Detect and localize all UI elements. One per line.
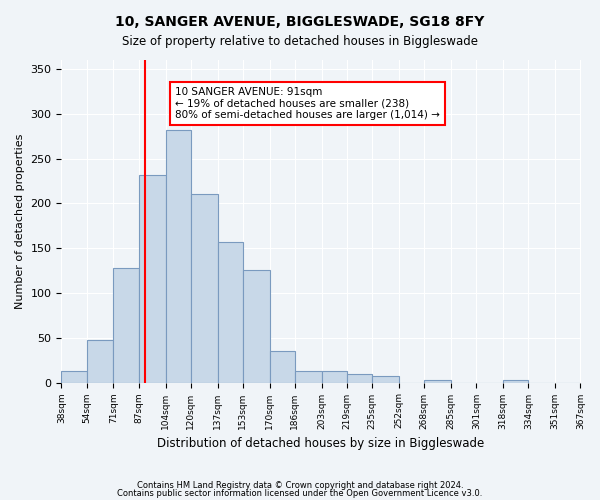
- Bar: [218, 242, 243, 382]
- Bar: [139, 174, 166, 382]
- Bar: [503, 380, 529, 382]
- Text: 10 SANGER AVENUE: 91sqm
← 19% of detached houses are smaller (238)
80% of semi-d: 10 SANGER AVENUE: 91sqm ← 19% of detache…: [175, 87, 440, 120]
- Bar: [243, 270, 269, 382]
- Y-axis label: Number of detached properties: Number of detached properties: [15, 134, 25, 309]
- Text: Contains HM Land Registry data © Crown copyright and database right 2024.: Contains HM Land Registry data © Crown c…: [137, 481, 463, 490]
- Bar: [113, 268, 139, 382]
- Text: 10, SANGER AVENUE, BIGGLESWADE, SG18 8FY: 10, SANGER AVENUE, BIGGLESWADE, SG18 8FY: [115, 15, 485, 29]
- Bar: [347, 374, 372, 382]
- Bar: [191, 194, 218, 382]
- Text: Contains public sector information licensed under the Open Government Licence v3: Contains public sector information licen…: [118, 488, 482, 498]
- Text: Size of property relative to detached houses in Biggleswade: Size of property relative to detached ho…: [122, 35, 478, 48]
- Bar: [322, 371, 347, 382]
- X-axis label: Distribution of detached houses by size in Biggleswade: Distribution of detached houses by size …: [157, 437, 485, 450]
- Bar: [424, 380, 451, 382]
- Bar: [86, 340, 113, 382]
- Bar: [372, 376, 399, 382]
- Bar: [61, 371, 86, 382]
- Bar: [295, 371, 322, 382]
- Bar: [269, 351, 295, 382]
- Bar: [166, 130, 191, 382]
